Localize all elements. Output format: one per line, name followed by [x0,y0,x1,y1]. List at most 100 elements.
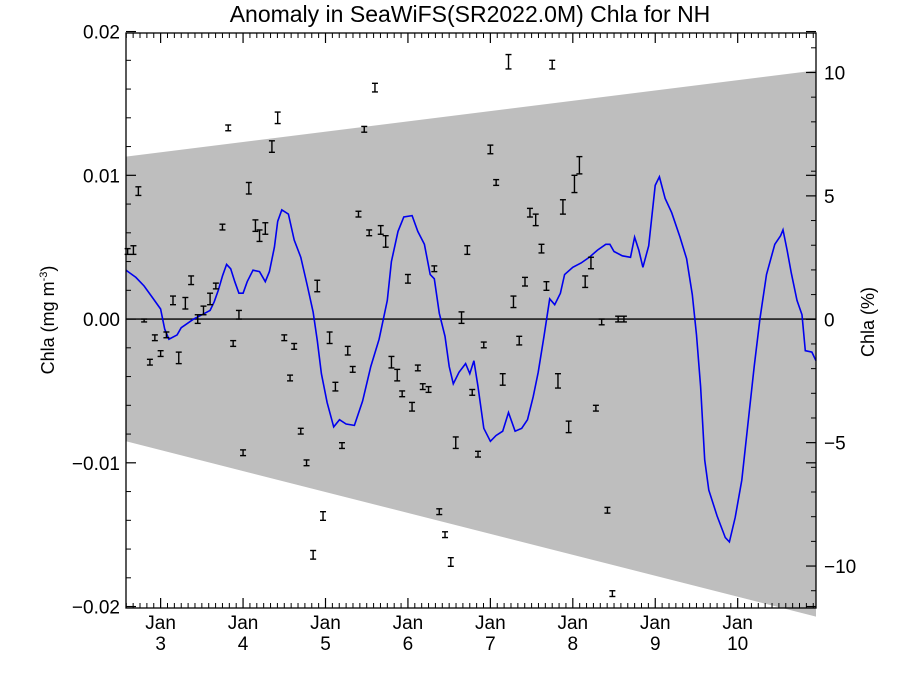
x-tick-label-year: 6 [403,634,414,655]
x-tick-label-year: 7 [485,634,496,655]
error-bar [371,82,378,93]
error-bar [355,210,362,218]
x-tick-label-year: 8 [568,634,579,655]
error-bar [388,355,395,369]
error-bar [458,311,465,325]
error-bars-layer [124,53,627,598]
error-bar [516,335,523,346]
error-bar [281,334,288,342]
x-tick-label-month: Jan [145,613,176,634]
x-tick-label-month: Jan [393,613,424,634]
error-bar [447,556,454,568]
error-bar [487,144,494,155]
y-axis-left-label-close: ) [38,266,58,272]
error-bar [157,349,164,358]
error-bar [320,510,327,522]
confidence-band-layer [126,70,816,617]
error-bar [526,207,533,218]
error-bar [169,295,176,306]
error-bar [615,315,622,323]
error-bar [291,342,298,350]
error-bar [554,372,561,389]
error-bar [182,296,189,310]
error-bar [620,315,627,323]
y-axis-left-label: Chla (mg m-3) [38,266,58,375]
error-bar [225,124,232,132]
error-bar [399,390,406,398]
error-bar [212,282,219,290]
error-bar [338,441,345,450]
error-bar [310,549,317,560]
error-bar [297,427,304,435]
x-tick-label-month: Jan [722,613,753,634]
error-bar [230,339,237,348]
error-bar [475,450,482,458]
error-bar [326,331,333,345]
error-bar [510,295,517,309]
error-bar [598,318,605,326]
error-bar [521,276,528,287]
error-bar [252,219,259,233]
y-left-tick-label: −0.02 [72,598,120,619]
error-bar [141,318,148,323]
error-bar [163,331,170,339]
x-tick-label-year: 3 [155,634,166,655]
error-bar [394,368,401,382]
error-bar [194,314,201,325]
error-bar [604,506,611,514]
error-bar [245,181,252,195]
error-bar [404,273,411,284]
y-left-tick-label: 0.02 [83,23,120,44]
x-tick-label-year: 5 [320,634,331,655]
error-bar [361,125,368,133]
x-tick-label-month: Jan [640,613,671,634]
error-bar [151,334,158,342]
error-bar [419,383,426,391]
error-bar [332,381,339,392]
plot-frame [125,32,817,609]
error-bar [576,155,583,175]
error-bar [135,186,142,197]
error-bar [200,305,207,316]
error-bar [464,245,471,256]
x-tick-label-year: 9 [650,634,661,655]
error-bar [571,174,578,194]
error-bar [314,279,321,293]
y-axis-left-label-main: Chla (mg m [38,281,58,374]
error-bar [549,59,556,70]
anomaly-line-layer [125,174,817,544]
error-bar [505,53,512,70]
axes-layer: 0.020.010.00−0.01−0.021050−5−10Jan3Jan4J… [72,23,856,655]
error-bar [175,351,182,365]
error-bar [587,256,594,270]
error-bar [609,590,616,598]
y-axis-right-label: Chla (%) [858,287,878,357]
error-bar [268,140,275,154]
x-tick-label-month: Jan [475,613,506,634]
error-bar [240,449,247,457]
error-bar [235,309,242,320]
anomaly-line [125,174,817,544]
y-axis-left-label-superscript: -3 [38,272,50,282]
error-bar [382,234,389,248]
x-tick-label-month: Jan [310,613,341,634]
error-bar [431,265,438,273]
error-bar [256,229,263,243]
error-bar [146,358,153,366]
error-bar [436,508,443,516]
x-tick-label-month: Jan [557,613,588,634]
error-bar [366,229,373,237]
error-bar [130,245,137,256]
chart-title: Anomaly in SeaWiFS(SR2022.0M) Chla for N… [230,1,711,27]
error-bar [188,275,195,286]
error-bar [377,224,384,235]
y-left-tick-label: 0.00 [83,310,120,331]
error-bar [425,385,432,394]
error-bar [538,243,545,254]
error-bar [499,372,506,386]
error-bar [493,178,500,187]
error-bar [469,388,476,396]
error-bar [344,345,351,356]
x-tick-label-year: 4 [238,634,249,655]
